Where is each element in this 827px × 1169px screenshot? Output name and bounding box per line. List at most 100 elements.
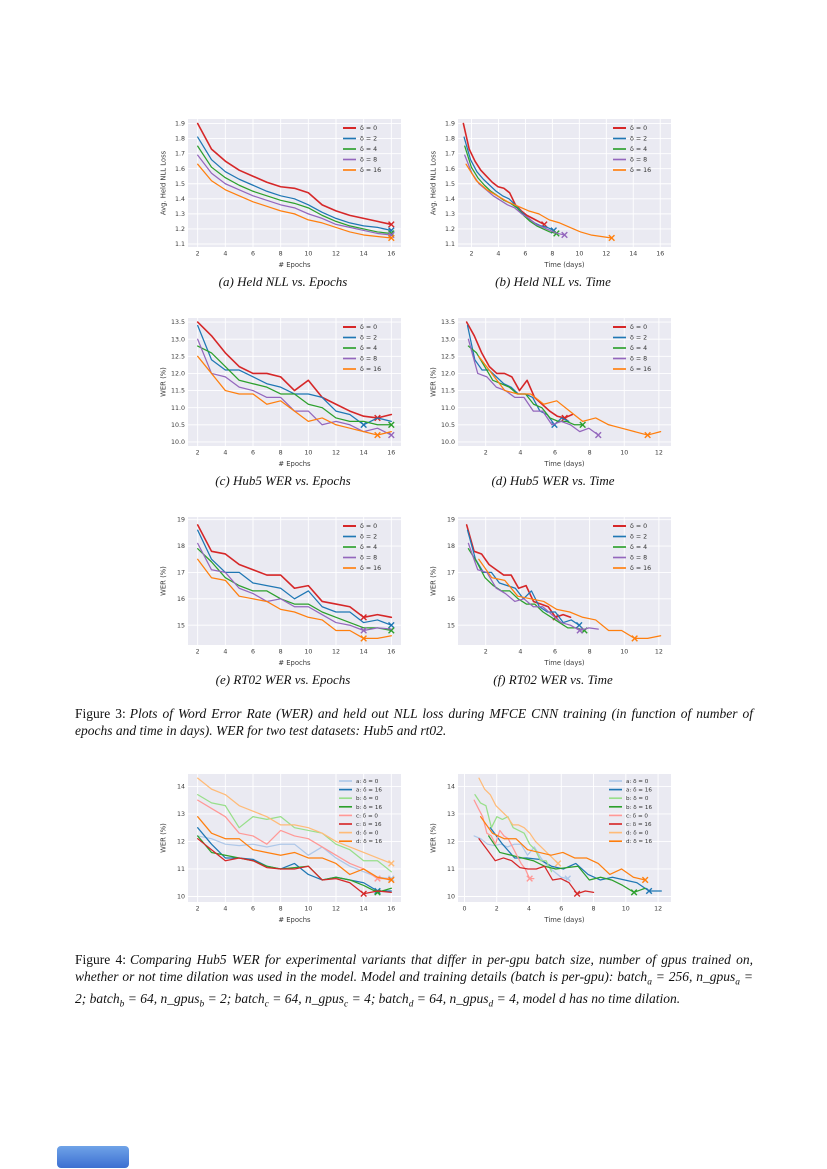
figure4-caption: Figure 4: Comparing Hub5 WER for experime… bbox=[75, 952, 753, 1013]
svg-text:16: 16 bbox=[387, 649, 395, 656]
svg-text:δ = 0: δ = 0 bbox=[360, 324, 377, 331]
svg-text:1.4: 1.4 bbox=[445, 196, 455, 203]
svg-text:16: 16 bbox=[387, 450, 395, 457]
svg-text:4: 4 bbox=[518, 450, 522, 457]
svg-text:11.5: 11.5 bbox=[441, 388, 455, 395]
svg-text:d: δ = 16: d: δ = 16 bbox=[626, 839, 652, 845]
svg-text:δ = 0: δ = 0 bbox=[360, 523, 377, 530]
svg-text:12.0: 12.0 bbox=[171, 371, 185, 378]
svg-text:Time (days): Time (days) bbox=[543, 460, 584, 468]
subcaption-d: (d) Hub5 WER vs. Time bbox=[491, 473, 615, 488]
svg-text:10: 10 bbox=[304, 450, 312, 457]
svg-text:10.0: 10.0 bbox=[171, 439, 185, 446]
chart-canvas-h: 0 2 4 6 8 10 12 10 11 12 13 14 a: δ = 0 a: δ = 16 b: δ… bbox=[428, 768, 678, 926]
chart-rt02-wer-vs-time: 2 4 6 8 10 12 15 16 17 18 19 δ = 0 δ = 2 δ = 4 δ = 8 δ … bbox=[428, 511, 678, 688]
svg-text:2: 2 bbox=[196, 251, 200, 258]
chart-canvas-d: 2 4 6 8 10 12 10.0 10.5 11.0 11.5 12.0 12.5 13.0 13.5… bbox=[428, 312, 678, 470]
figure-4: 2 4 6 8 10 12 14 16 10 11 12 13 14 a: δ = 0 a: δ = 16 b… bbox=[158, 768, 678, 948]
svg-text:12: 12 bbox=[332, 649, 340, 656]
svg-text:δ = 0: δ = 0 bbox=[630, 324, 647, 331]
svg-text:1.6: 1.6 bbox=[445, 166, 455, 173]
svg-text:1.3: 1.3 bbox=[445, 211, 455, 218]
svg-text:14: 14 bbox=[629, 251, 637, 258]
svg-text:2: 2 bbox=[469, 251, 473, 258]
svg-text:10: 10 bbox=[177, 894, 185, 901]
svg-text:1.1: 1.1 bbox=[175, 241, 185, 248]
svg-text:1.5: 1.5 bbox=[175, 181, 185, 188]
svg-text:2: 2 bbox=[196, 906, 200, 913]
svg-text:δ = 8: δ = 8 bbox=[360, 555, 377, 562]
svg-text:14: 14 bbox=[360, 906, 368, 913]
svg-text:10: 10 bbox=[620, 450, 628, 457]
svg-text:1.8: 1.8 bbox=[175, 136, 185, 143]
svg-text:δ = 16: δ = 16 bbox=[360, 366, 381, 373]
svg-text:10: 10 bbox=[575, 251, 583, 258]
svg-text:a: δ = 0: a: δ = 0 bbox=[356, 779, 379, 785]
svg-text:WER (%): WER (%) bbox=[430, 823, 438, 853]
svg-text:δ = 4: δ = 4 bbox=[360, 146, 377, 153]
chart-hub5-wer-vs-time: 2 4 6 8 10 12 10.0 10.5 11.0 11.5 12.0 12.5 13.0 13.5… bbox=[428, 312, 678, 489]
figure3-row-1: 2 4 6 8 10 12 14 16 1.1 1.2 1.3 1.4 1.5 1.6 1.7 1.8 1.9 δ… bbox=[158, 113, 678, 290]
svg-text:δ = 8: δ = 8 bbox=[630, 356, 647, 363]
chart-fig4-wer-vs-time: 0 2 4 6 8 10 12 10 11 12 13 14 a: δ = 0 a: δ = 16 b: δ… bbox=[428, 768, 678, 926]
svg-text:15: 15 bbox=[447, 622, 455, 629]
svg-text:16: 16 bbox=[177, 596, 185, 603]
svg-text:10.0: 10.0 bbox=[441, 439, 455, 446]
svg-text:11.0: 11.0 bbox=[441, 405, 455, 412]
svg-text:14: 14 bbox=[360, 251, 368, 258]
svg-text:2: 2 bbox=[484, 649, 488, 656]
svg-text:δ = 2: δ = 2 bbox=[630, 136, 647, 143]
subcaption-e: (e) RT02 WER vs. Epochs bbox=[215, 672, 351, 687]
svg-text:11.5: 11.5 bbox=[171, 388, 185, 395]
svg-text:1.6: 1.6 bbox=[175, 166, 185, 173]
svg-text:d: δ = 16: d: δ = 16 bbox=[356, 839, 382, 845]
svg-text:b: δ = 16: b: δ = 16 bbox=[626, 805, 652, 811]
svg-text:11: 11 bbox=[177, 866, 185, 873]
svg-text:δ = 2: δ = 2 bbox=[360, 335, 377, 342]
svg-text:10: 10 bbox=[304, 906, 312, 913]
svg-text:17: 17 bbox=[177, 570, 185, 577]
svg-text:δ = 8: δ = 8 bbox=[630, 555, 647, 562]
svg-text:# Epochs: # Epochs bbox=[278, 460, 311, 468]
svg-text:c: δ = 0: c: δ = 0 bbox=[356, 813, 378, 819]
svg-text:Time (days): Time (days) bbox=[543, 659, 584, 667]
svg-text:4: 4 bbox=[223, 251, 227, 258]
chart-canvas-b: 2 4 6 8 10 12 14 16 1.1 1.2 1.3 1.4 1.5 1.6 1.7 1.8 1.9 δ… bbox=[428, 113, 678, 271]
svg-text:8: 8 bbox=[279, 649, 283, 656]
page-loading-indicator bbox=[57, 1146, 129, 1168]
svg-text:a: δ = 16: a: δ = 16 bbox=[626, 788, 652, 794]
svg-text:Avg. Held NLL Loss: Avg. Held NLL Loss bbox=[160, 150, 168, 215]
svg-text:8: 8 bbox=[588, 450, 592, 457]
svg-text:4: 4 bbox=[223, 906, 227, 913]
svg-text:4: 4 bbox=[518, 649, 522, 656]
svg-text:4: 4 bbox=[527, 906, 531, 913]
svg-text:12: 12 bbox=[655, 450, 663, 457]
svg-text:1.9: 1.9 bbox=[445, 121, 455, 128]
svg-text:13.0: 13.0 bbox=[171, 336, 185, 343]
svg-text:16: 16 bbox=[447, 596, 455, 603]
svg-text:14: 14 bbox=[360, 649, 368, 656]
svg-text:2: 2 bbox=[196, 450, 200, 457]
svg-text:14: 14 bbox=[447, 783, 455, 790]
svg-text:δ = 0: δ = 0 bbox=[630, 125, 647, 132]
svg-text:16: 16 bbox=[656, 251, 664, 258]
svg-text:12: 12 bbox=[602, 251, 610, 258]
figure3-caption: Figure 3: Plots of Word Error Rate (WER) … bbox=[75, 706, 753, 739]
svg-text:13: 13 bbox=[177, 811, 185, 818]
chart-canvas-c: 2 4 6 8 10 12 14 16 10.0 10.5 11.0 11.5 12.0 12.5 13.0… bbox=[158, 312, 408, 470]
svg-text:12.5: 12.5 bbox=[171, 353, 185, 360]
svg-text:12: 12 bbox=[447, 839, 455, 846]
svg-text:4: 4 bbox=[223, 649, 227, 656]
svg-text:8: 8 bbox=[279, 450, 283, 457]
svg-text:10: 10 bbox=[447, 894, 455, 901]
subcaption-c: (c) Hub5 WER vs. Epochs bbox=[215, 473, 351, 488]
svg-text:6: 6 bbox=[523, 251, 527, 258]
svg-text:6: 6 bbox=[251, 906, 255, 913]
chart-held-nll-vs-epochs: 2 4 6 8 10 12 14 16 1.1 1.2 1.3 1.4 1.5 1.6 1.7 1.8 1.9 δ… bbox=[158, 113, 408, 290]
svg-text:δ = 4: δ = 4 bbox=[360, 544, 377, 551]
svg-text:12: 12 bbox=[654, 906, 662, 913]
svg-text:10.5: 10.5 bbox=[171, 422, 185, 429]
figure-3: 2 4 6 8 10 12 14 16 1.1 1.2 1.3 1.4 1.5 1.6 1.7 1.8 1.9 δ… bbox=[158, 113, 678, 710]
svg-text:δ = 2: δ = 2 bbox=[360, 136, 377, 143]
svg-text:15: 15 bbox=[177, 622, 185, 629]
